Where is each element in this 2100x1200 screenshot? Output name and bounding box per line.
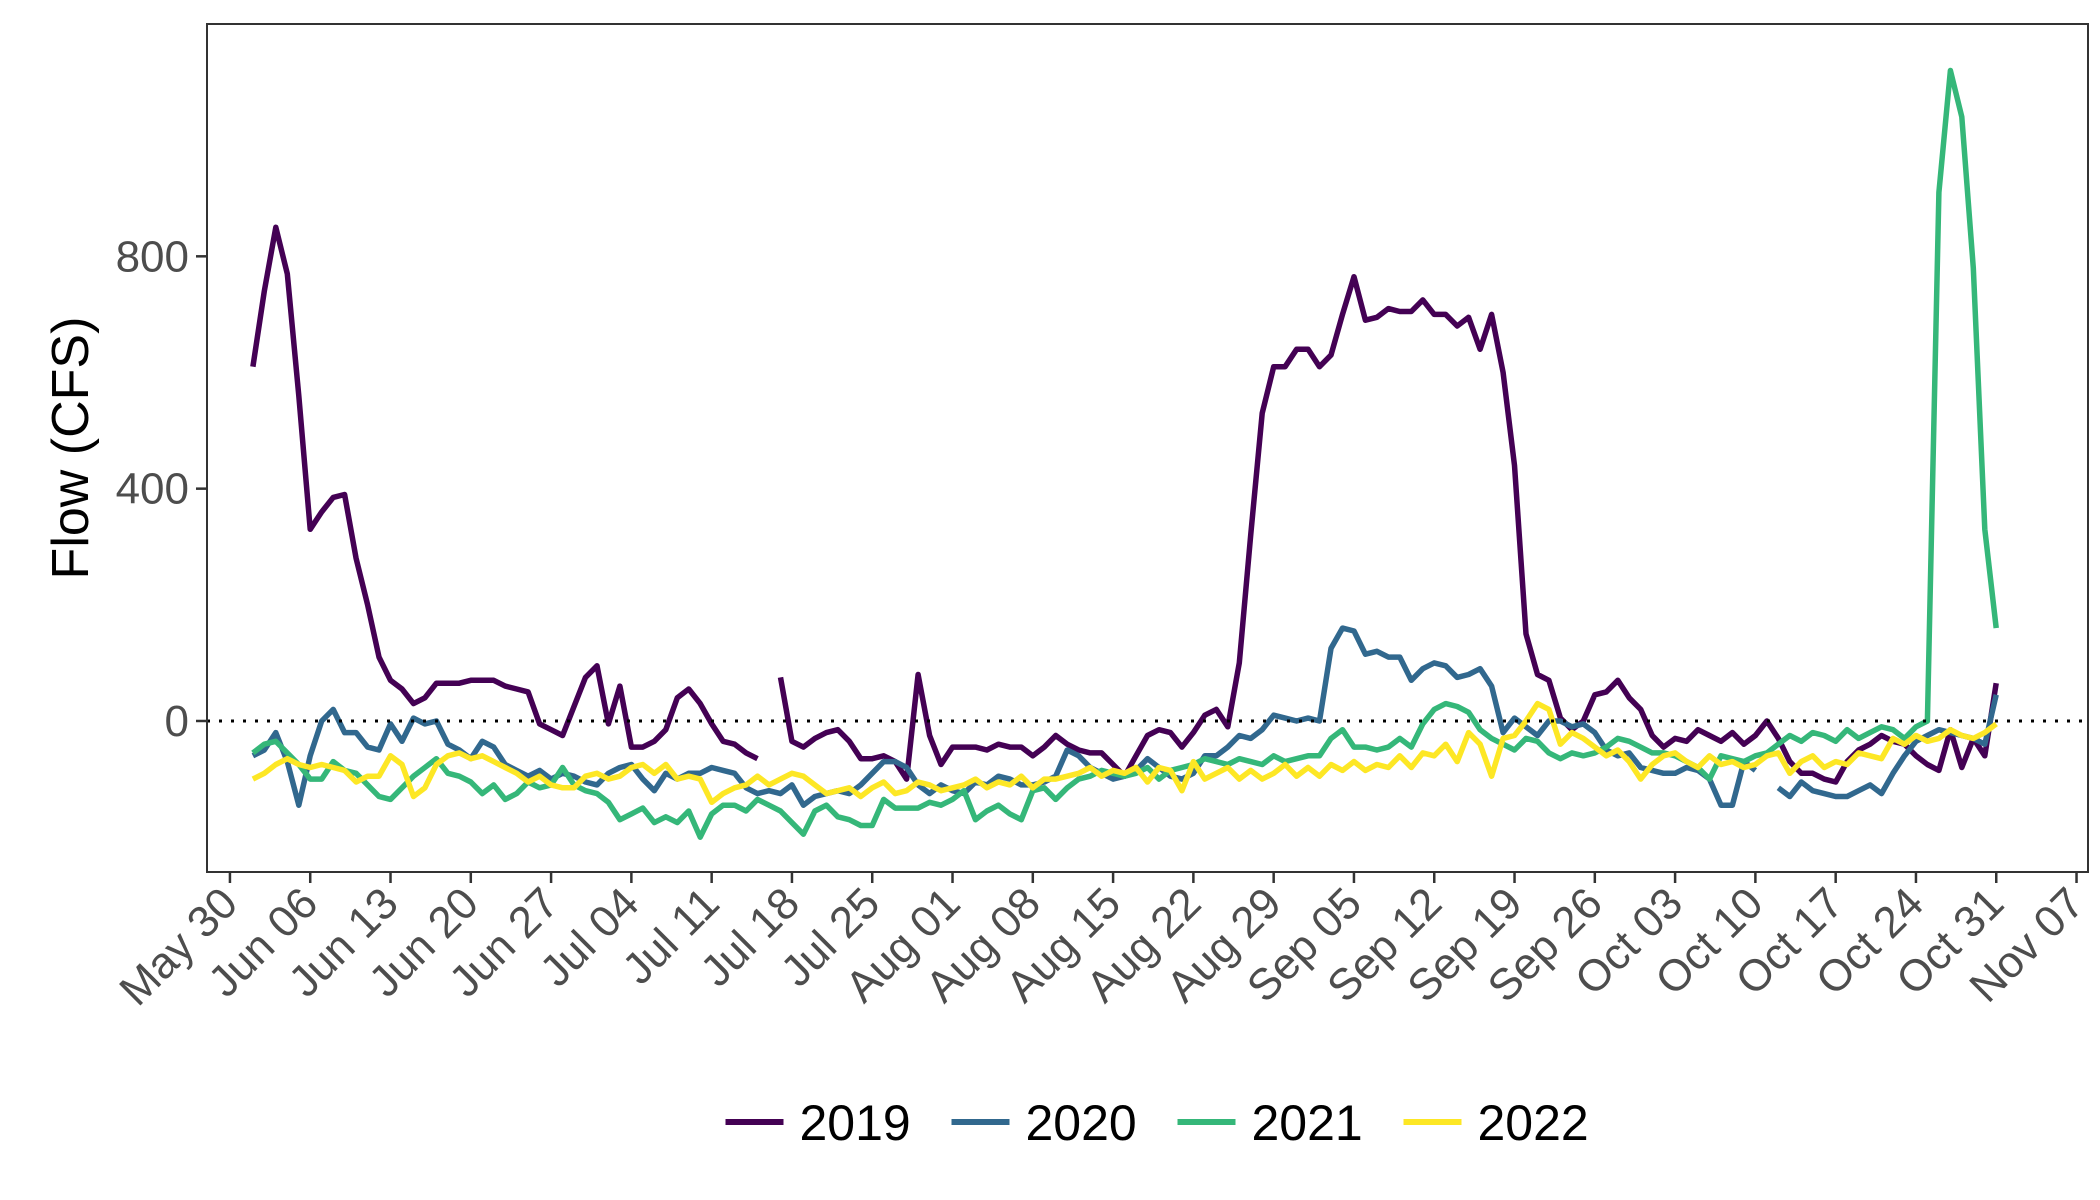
y-axis: 0 400 800 — [116, 232, 207, 746]
y-tick-label: 0 — [165, 697, 189, 746]
series-line-2022-part-1 — [251, 700, 1998, 806]
y-tick-label: 400 — [116, 465, 189, 514]
y-axis-title: Flow (CFS) — [42, 317, 100, 580]
legend-label-2022: 2022 — [1478, 1095, 1589, 1151]
series-line-2020-part-1 — [251, 625, 1758, 808]
legend-label-2019: 2019 — [800, 1095, 911, 1151]
series-line-2019-part-1 — [250, 224, 759, 762]
plot-panel-border — [206, 23, 2089, 873]
series-lines — [250, 67, 1999, 840]
y-tick-label: 800 — [116, 232, 189, 281]
legend: 2019 2020 2021 2022 — [725, 1095, 1589, 1151]
series-line-2021-part-1 — [251, 67, 1999, 840]
legend-label-2020: 2020 — [1026, 1095, 1137, 1151]
legend-label-2021: 2021 — [1252, 1095, 1363, 1151]
series-line-2019-part-2 — [777, 273, 1999, 785]
